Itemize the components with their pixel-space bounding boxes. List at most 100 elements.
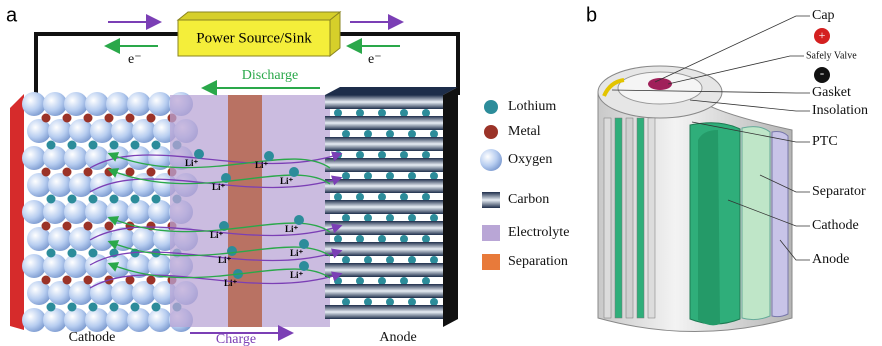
electrode-sheet (615, 118, 622, 318)
metal-dot (126, 114, 135, 123)
lithium-dot (131, 303, 140, 312)
oxygen-sphere (48, 227, 72, 251)
part-label: Anode (812, 252, 849, 267)
legend-swatch (482, 225, 500, 241)
oxygen-sphere (85, 92, 109, 116)
lithium-dot (356, 109, 364, 117)
lithium-dot (422, 151, 430, 159)
oxygen-sphere (148, 308, 172, 332)
legend-label: Electrolyte (508, 225, 569, 240)
carbon-layer (325, 179, 443, 193)
lithium-dot (47, 195, 56, 204)
electrode-sheet (604, 118, 611, 318)
legend-label: Lothium (508, 99, 556, 114)
part-label: Cap (812, 8, 835, 23)
figure: a Power Source/Sink e⁻ e⁻ Discharge Li⁺L… (0, 0, 882, 346)
lithium-dot (430, 172, 438, 180)
oxygen-sphere (69, 227, 93, 251)
anode-side (443, 87, 458, 327)
metal-dot (84, 114, 93, 123)
oxygen-sphere (27, 119, 51, 143)
legend-swatch (484, 100, 498, 114)
outer-sheet (698, 130, 720, 325)
lithium-dot (68, 195, 77, 204)
metal-dot (105, 222, 114, 231)
oxygen-sphere (69, 173, 93, 197)
lithium-dot (386, 172, 394, 180)
lithium-dot (89, 249, 98, 258)
oxygen-sphere (85, 200, 109, 224)
lithium-dot (400, 193, 408, 201)
oxygen-sphere (48, 119, 72, 143)
lithium-dot (47, 141, 56, 150)
lithium-dot (400, 277, 408, 285)
lithium-dot (408, 130, 416, 138)
oxygen-sphere (132, 119, 156, 143)
lithium-dot (334, 193, 342, 201)
oxygen-sphere (69, 281, 93, 305)
carbon-layer (325, 305, 443, 319)
oxygen-sphere (90, 281, 114, 305)
oxygen-sphere (148, 92, 172, 116)
oxygen-sphere (90, 227, 114, 251)
lithium-dot (408, 214, 416, 222)
electrode-sheet (648, 118, 655, 318)
metal-dot (84, 168, 93, 177)
oxygen-sphere (111, 281, 135, 305)
lithium-dot (408, 172, 416, 180)
carbon-layer (325, 200, 443, 214)
oxygen-sphere (132, 173, 156, 197)
carbon-layer (325, 221, 443, 235)
part-label: PTC (812, 134, 838, 149)
metal-dot (63, 276, 72, 285)
lithium-dot (47, 249, 56, 258)
oxygen-sphere (27, 173, 51, 197)
oxygen-sphere (148, 254, 172, 278)
lithium-dot (430, 298, 438, 306)
lithium-dot (430, 256, 438, 264)
ion-label: Li⁺ (185, 158, 199, 168)
oxygen-sphere (22, 200, 46, 224)
carbon-layer (325, 116, 443, 130)
lithium-dot (334, 109, 342, 117)
lithium-dot (378, 235, 386, 243)
metal-dot (147, 168, 156, 177)
metal-dot (42, 168, 51, 177)
legend-label: Separation (508, 254, 568, 269)
lithium-dot (378, 151, 386, 159)
lithium-dot (68, 141, 77, 150)
legend-swatch (480, 149, 502, 171)
separator-sheet (742, 127, 770, 320)
oxygen-sphere (106, 308, 130, 332)
lithium-dot (342, 172, 350, 180)
anode-sheet (772, 132, 788, 317)
lithium-dot (386, 298, 394, 306)
lithium-dot (378, 109, 386, 117)
electrode-sheet (637, 118, 644, 318)
lithium-dot (408, 256, 416, 264)
plus-label: + (819, 28, 826, 42)
metal-dot (63, 114, 72, 123)
metal-dot (84, 222, 93, 231)
lithium-dot (430, 130, 438, 138)
lithium-dot (378, 193, 386, 201)
oxygen-sphere (127, 92, 151, 116)
ion-label: Li⁺ (290, 248, 304, 258)
lithium-dot (386, 130, 394, 138)
panel-label: b (586, 4, 597, 26)
lithium-dot (68, 303, 77, 312)
ion-label: Li⁺ (280, 176, 294, 186)
lithium-dot (89, 141, 98, 150)
oxygen-sphere (22, 146, 46, 170)
lithium-dot (400, 235, 408, 243)
oxygen-sphere (64, 146, 88, 170)
anode-label: Anode (379, 330, 416, 345)
metal-dot (147, 114, 156, 123)
ion-label: Li⁺ (210, 230, 224, 240)
lithium-dot (364, 256, 372, 264)
oxygen-sphere (64, 308, 88, 332)
part-label: Gasket (812, 85, 851, 100)
metal-dot (105, 168, 114, 177)
metal-dot (63, 222, 72, 231)
